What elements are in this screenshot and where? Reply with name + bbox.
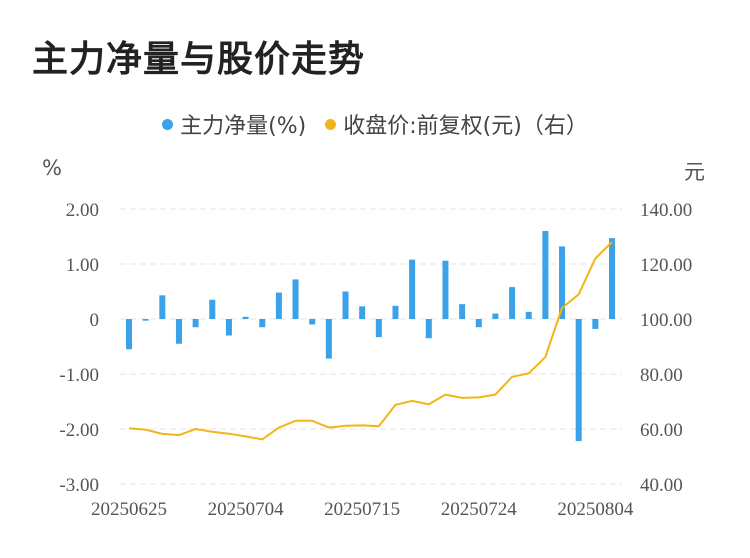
x-tick-label: 20250804	[557, 499, 634, 520]
x-tick-label: 20250724	[441, 499, 518, 520]
bar	[242, 316, 249, 319]
x-tick-label: 20250715	[324, 499, 400, 520]
y-left-tick-label: 2.00	[66, 200, 99, 221]
bar	[392, 305, 399, 319]
y-left-tick-label: 0	[90, 310, 100, 331]
legend-marker-line	[325, 118, 337, 130]
bar	[209, 299, 216, 319]
bar	[409, 259, 416, 319]
y-right-tick-label: 140.00	[640, 200, 692, 221]
y-left-tick-label: -1.00	[59, 365, 99, 386]
bar	[259, 319, 266, 328]
chart-title: 主力净量与股价走势	[32, 39, 366, 80]
legend-marker-bar	[162, 118, 174, 130]
y-left-tick-label: -3.00	[59, 475, 99, 496]
bar	[359, 306, 366, 319]
y-right-tick-label: 100.00	[640, 310, 692, 331]
y-right-tick-label: 80.00	[640, 365, 683, 386]
legend-item-line[interactable]: 收盘价:前复权(元)（右）	[325, 108, 588, 140]
legend-item-bar[interactable]: 主力净量(%)	[162, 108, 306, 140]
bar	[142, 319, 149, 321]
y-right-tick-label: 40.00	[640, 475, 683, 496]
bar	[292, 279, 299, 319]
legend-label-bar: 主力净量(%)	[180, 114, 307, 139]
y-right-tick-label: 60.00	[640, 420, 683, 441]
bar	[225, 319, 232, 336]
x-tick-label: 20250704	[208, 499, 285, 520]
bar	[342, 291, 349, 319]
y-right-tick-label: 120.00	[640, 255, 692, 276]
right-axis-unit: 元	[684, 160, 705, 184]
legend-label-line: 收盘价:前复权(元)（右）	[343, 114, 588, 139]
bar	[309, 319, 316, 325]
bar	[126, 319, 132, 350]
x-tick-label: 20250625	[91, 499, 167, 520]
bar	[159, 295, 166, 319]
bar	[459, 304, 466, 319]
y-left-tick-label: -2.00	[59, 420, 99, 441]
left-axis-unit: %	[42, 156, 62, 180]
bar	[525, 311, 532, 319]
bar	[559, 246, 566, 319]
bar	[175, 319, 182, 344]
bar	[575, 319, 582, 442]
y-left-tick-label: 1.00	[66, 255, 99, 276]
bar	[325, 319, 332, 359]
bar	[442, 260, 449, 319]
price-line	[128, 241, 613, 441]
bar	[592, 319, 599, 329]
bar	[492, 313, 499, 319]
bar	[609, 238, 615, 319]
bar	[475, 319, 482, 328]
bar	[192, 319, 199, 328]
bar	[542, 231, 549, 319]
legend: 主力净量(%) 收盘价:前复权(元)（右）	[0, 108, 750, 140]
bar	[425, 319, 432, 339]
bar	[509, 287, 516, 319]
bar	[275, 292, 282, 319]
bar	[375, 319, 382, 338]
